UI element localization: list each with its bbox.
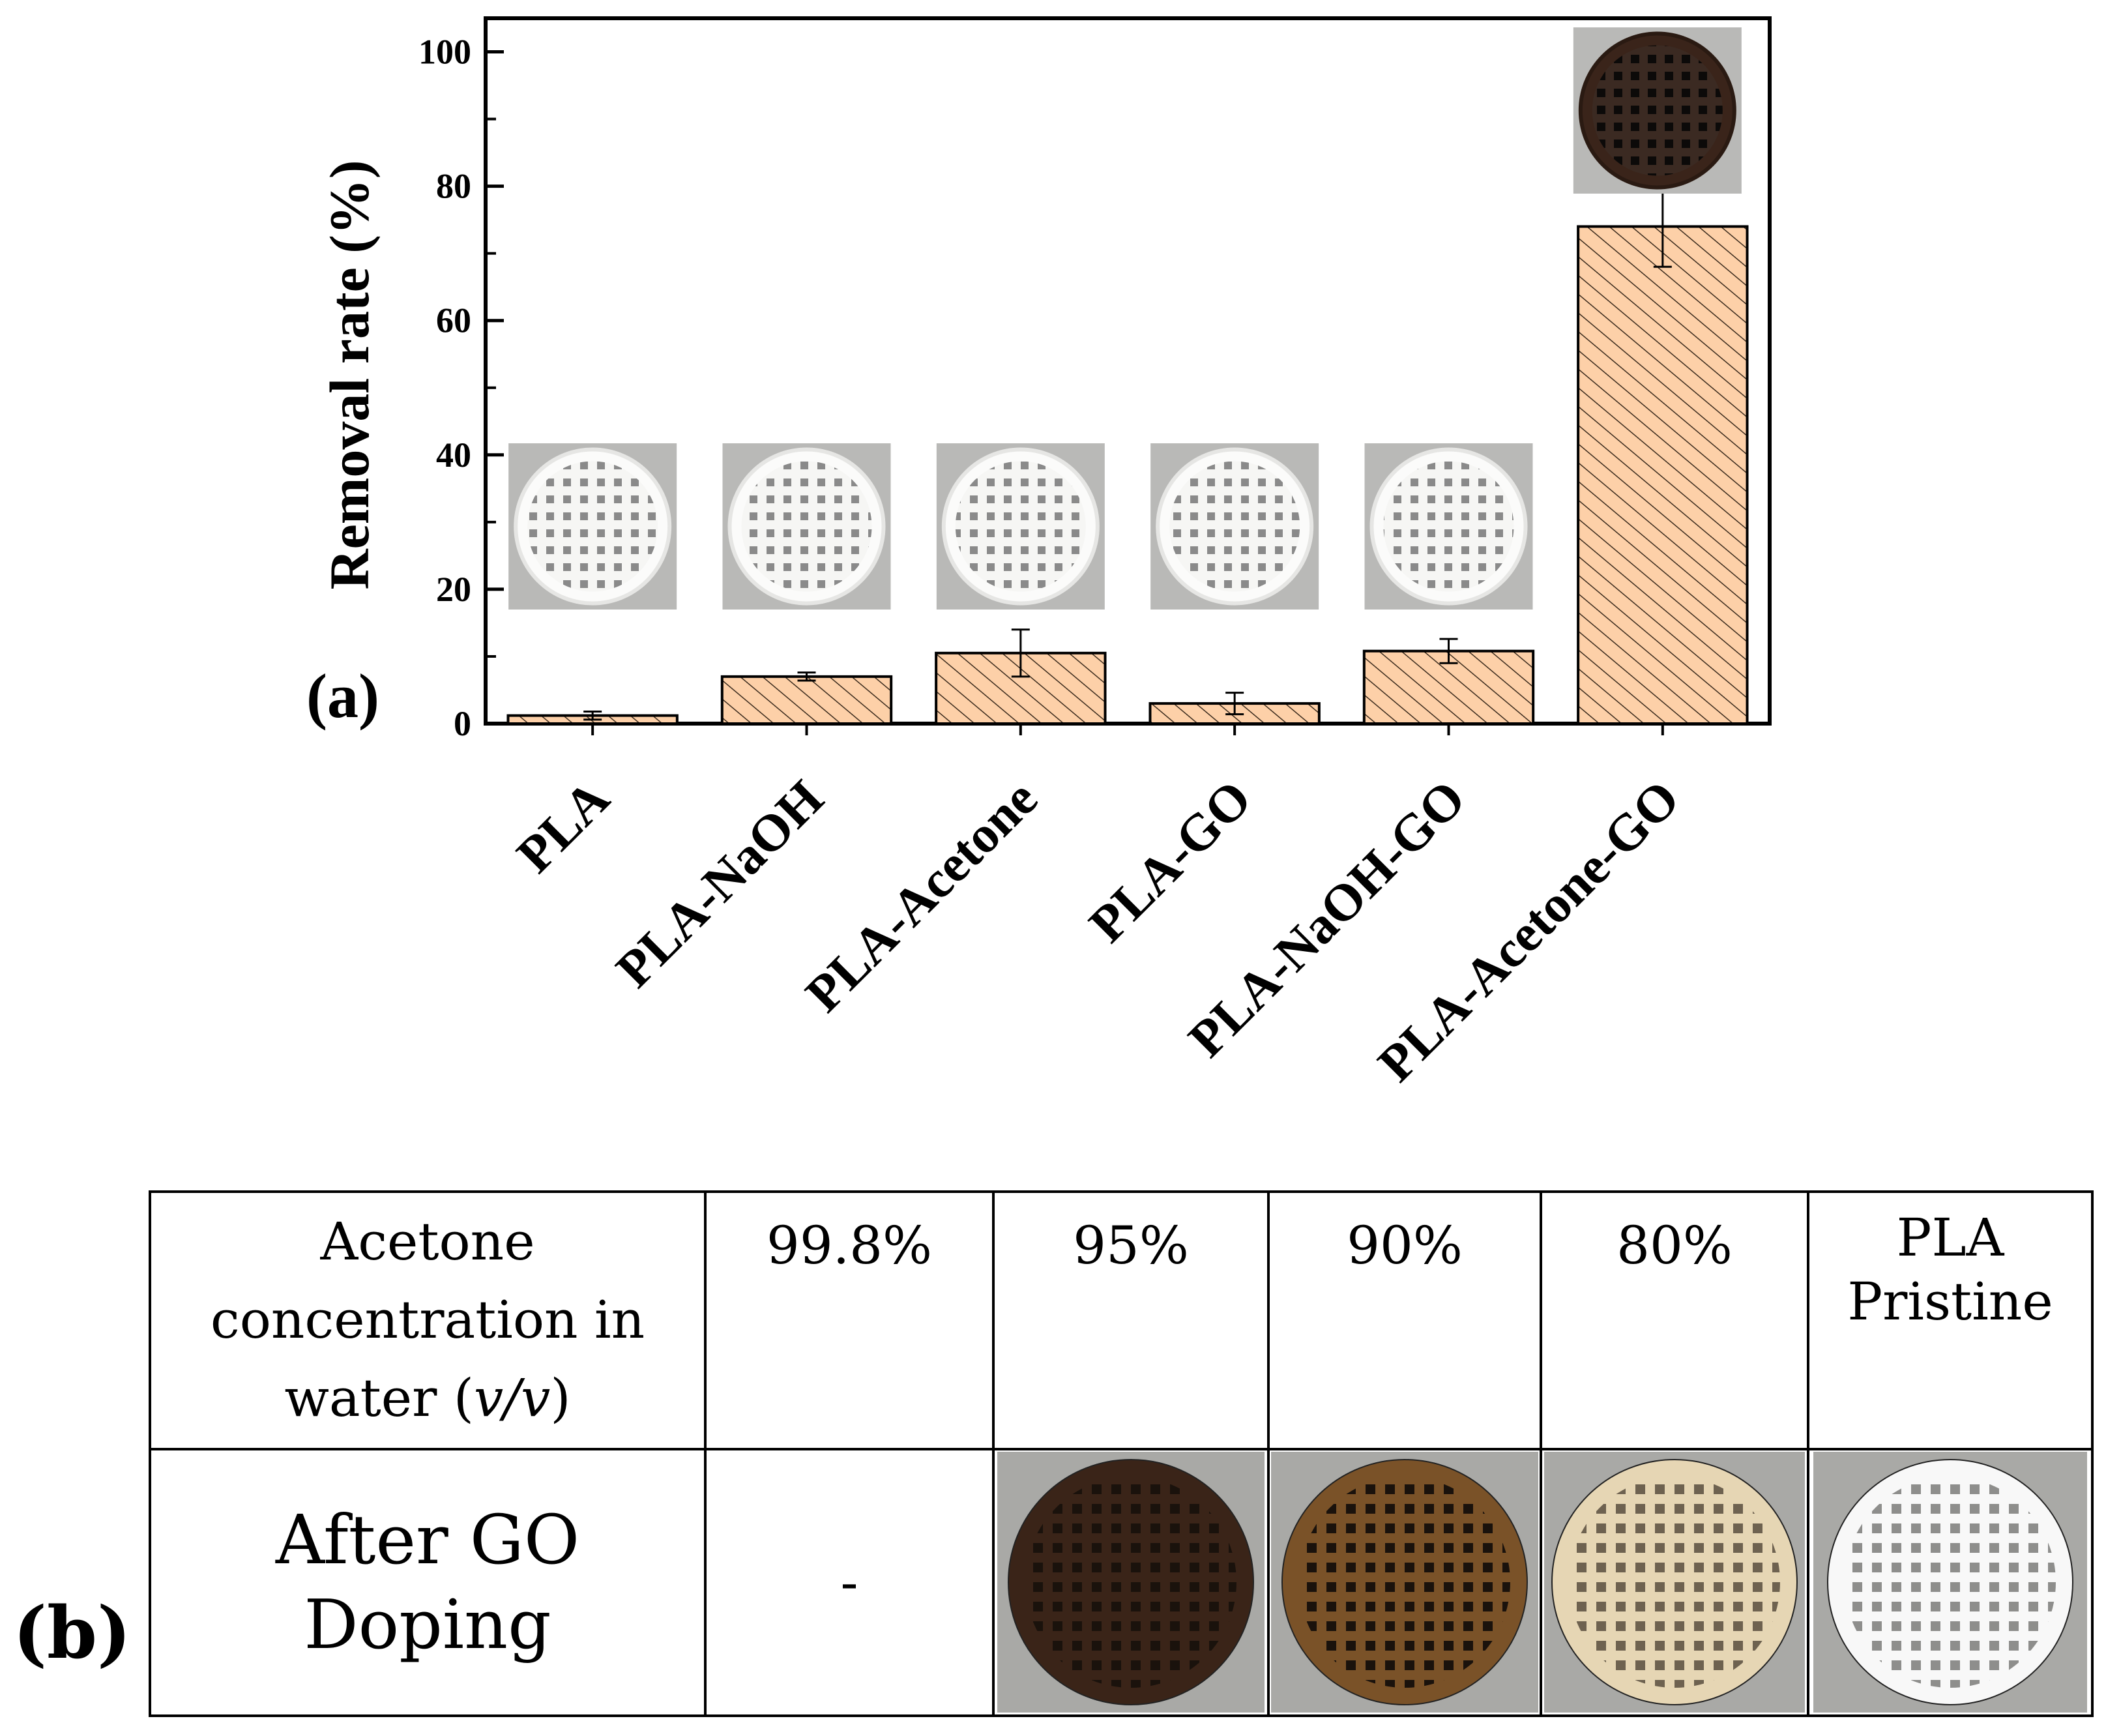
cell-95-image [992, 1447, 1270, 1718]
header-95: 95% [992, 1190, 1270, 1450]
y-tick-label: 80 [436, 167, 471, 206]
plate-80-image [1544, 1452, 1805, 1713]
y-axis-title: Removal rate (%) [318, 160, 381, 589]
table-header-row: Acetone concentration in water (v/v) 99.… [149, 1190, 2094, 1450]
bar-pla-acetone-go [1577, 225, 1749, 725]
y-tick-label: 0 [454, 704, 471, 743]
cell-pristine-image [1807, 1447, 2094, 1718]
error-bar [583, 710, 602, 721]
panel-b-label: (b) [13, 1591, 132, 1675]
plate-pristine-image [1813, 1452, 2087, 1713]
plate-95-image [997, 1452, 1265, 1713]
acetone-concentration-table: Acetone concentration in water (v/v) 99.… [149, 1190, 2094, 1718]
panel-a-label: (a) [306, 661, 379, 731]
category-label: PLA [506, 769, 621, 884]
header-80: 80% [1540, 1190, 1809, 1450]
header-99-8: 99.8% [704, 1190, 995, 1450]
plate-90-image [1271, 1452, 1538, 1713]
cell-99-8-empty: - [704, 1447, 995, 1718]
category-label: PLA-NaOH [606, 770, 834, 999]
inset-plate-photo [1573, 27, 1742, 194]
after-go-doping-row: After GO Doping - [149, 1447, 2094, 1718]
header-line-3: water (v/v) [284, 1368, 571, 1429]
y-tick-label: 20 [436, 570, 471, 609]
cell-90-image [1267, 1447, 1542, 1718]
error-bar [797, 671, 816, 682]
y-tick-label: 60 [436, 301, 471, 340]
header-line-2: concentration in [210, 1289, 645, 1351]
category-label: PLA-Acetone [795, 770, 1049, 1023]
category-label: PLA-GO [1079, 770, 1263, 954]
error-bar [1225, 692, 1244, 716]
plot-frame [484, 16, 1772, 726]
inset-plate-photo [722, 443, 891, 610]
header-line-1: Acetone [320, 1211, 535, 1273]
inset-plate-photo [1150, 443, 1319, 610]
inset-plate-photo [508, 443, 677, 610]
error-bar [1439, 638, 1458, 664]
header-acetone-concentration: Acetone concentration in water (v/v) [149, 1190, 707, 1450]
y-tick-label: 40 [436, 435, 471, 475]
header-90: 90% [1267, 1190, 1542, 1450]
y-tick-label: 100 [418, 33, 471, 72]
inset-plate-photo [936, 443, 1105, 610]
error-bar [1011, 628, 1030, 678]
inset-plate-photo [1364, 443, 1533, 610]
row-head-after-go-doping: After GO Doping [149, 1447, 707, 1718]
bar-pla-naoh [720, 675, 893, 726]
header-pla-pristine: PLA Pristine [1807, 1190, 2094, 1450]
cell-80-image [1540, 1447, 1809, 1718]
